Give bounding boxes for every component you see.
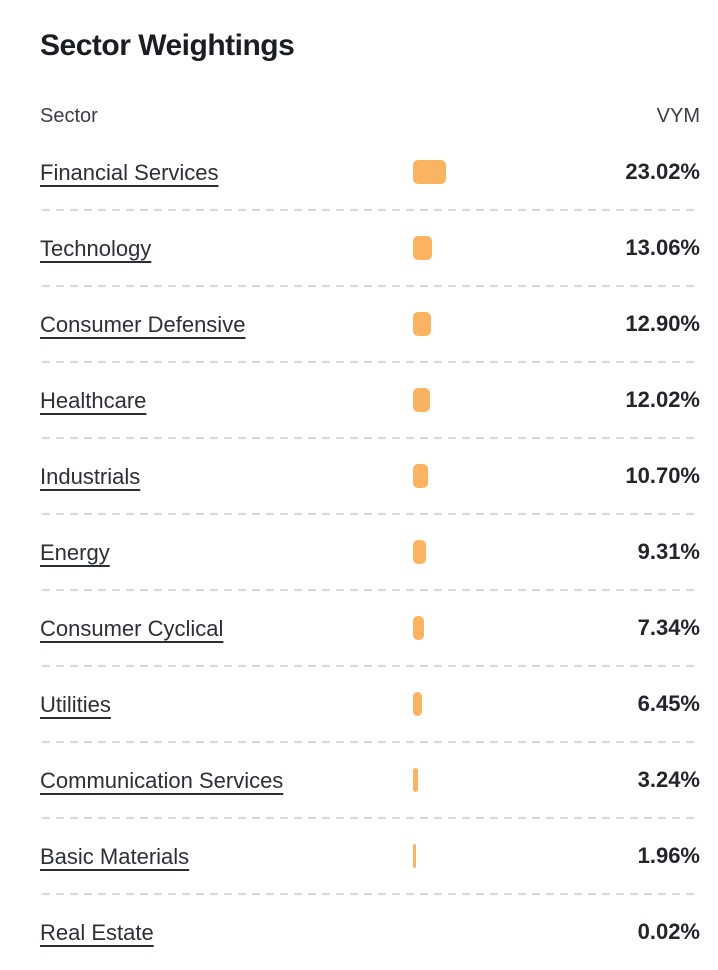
weight-bar-zone <box>413 438 625 514</box>
table-row: Communication Services 3.24% <box>40 742 700 819</box>
sector-link[interactable]: Technology <box>40 235 152 261</box>
weight-value: 7.34% <box>637 615 700 640</box>
weight-bar <box>413 844 416 868</box>
weight-bar <box>413 464 429 488</box>
table-row: Real Estate 0.02% <box>40 894 700 970</box>
weight-bar <box>413 692 423 716</box>
table-row: Utilities 6.45% <box>40 666 700 743</box>
weight-bar <box>413 312 432 336</box>
table-row: Healthcare 12.02% <box>40 362 700 439</box>
table-row: Consumer Cyclical 7.34% <box>40 590 700 667</box>
table-row: Technology 13.06% <box>40 210 700 287</box>
weight-value: 13.06% <box>625 235 700 260</box>
weight-value: 6.45% <box>637 691 700 716</box>
table-header: Sector VYM <box>40 104 700 128</box>
weight-value: 10.70% <box>625 463 700 488</box>
sector-link[interactable]: Consumer Defensive <box>40 311 246 337</box>
sector-link[interactable]: Consumer Cyclical <box>40 615 224 641</box>
weight-value: 0.02% <box>637 919 700 944</box>
weight-bar <box>413 616 424 640</box>
column-header-sector: Sector <box>40 105 98 127</box>
weight-bar-zone <box>413 818 638 894</box>
weight-bar-zone <box>413 286 625 362</box>
weight-bar <box>413 236 432 260</box>
weight-value: 3.24% <box>637 767 700 792</box>
weight-bar-zone <box>413 590 638 666</box>
sector-link[interactable]: Basic Materials <box>40 843 190 869</box>
sector-link[interactable]: Financial Services <box>40 159 219 185</box>
weight-bar-zone <box>413 362 625 438</box>
weight-value: 9.31% <box>637 539 700 564</box>
sector-link[interactable]: Healthcare <box>40 387 147 413</box>
weight-bar <box>413 768 418 792</box>
weight-bar <box>413 540 427 564</box>
weight-bar-zone <box>413 666 638 742</box>
weight-bar-zone <box>413 742 638 818</box>
page-title: Sector Weightings <box>40 29 295 62</box>
weight-value: 12.90% <box>625 311 700 336</box>
weight-value: 12.02% <box>625 387 700 412</box>
column-header-fund: VYM <box>656 105 700 127</box>
weight-value: 1.96% <box>637 843 700 868</box>
table-row: Financial Services 23.02% <box>40 134 700 211</box>
weight-bar-zone <box>413 514 638 590</box>
weight-bar-zone <box>413 894 638 970</box>
weight-bar <box>413 388 431 412</box>
table-row: Consumer Defensive 12.90% <box>40 286 700 363</box>
weight-bar-zone <box>413 210 625 286</box>
table-row: Energy 9.31% <box>40 514 700 591</box>
weight-bar <box>413 160 446 184</box>
table-body: Financial Services 23.02% Technology 13.… <box>40 134 700 970</box>
sector-link[interactable]: Industrials <box>40 463 141 489</box>
sector-link[interactable]: Real Estate <box>40 919 154 945</box>
sector-link[interactable]: Communication Services <box>40 767 284 793</box>
sector-link[interactable]: Energy <box>40 539 110 565</box>
table-row: Basic Materials 1.96% <box>40 818 700 895</box>
weight-bar-zone <box>413 134 625 210</box>
table-row: Industrials 10.70% <box>40 438 700 515</box>
sector-link[interactable]: Utilities <box>40 691 111 717</box>
weight-value: 23.02% <box>625 159 700 184</box>
